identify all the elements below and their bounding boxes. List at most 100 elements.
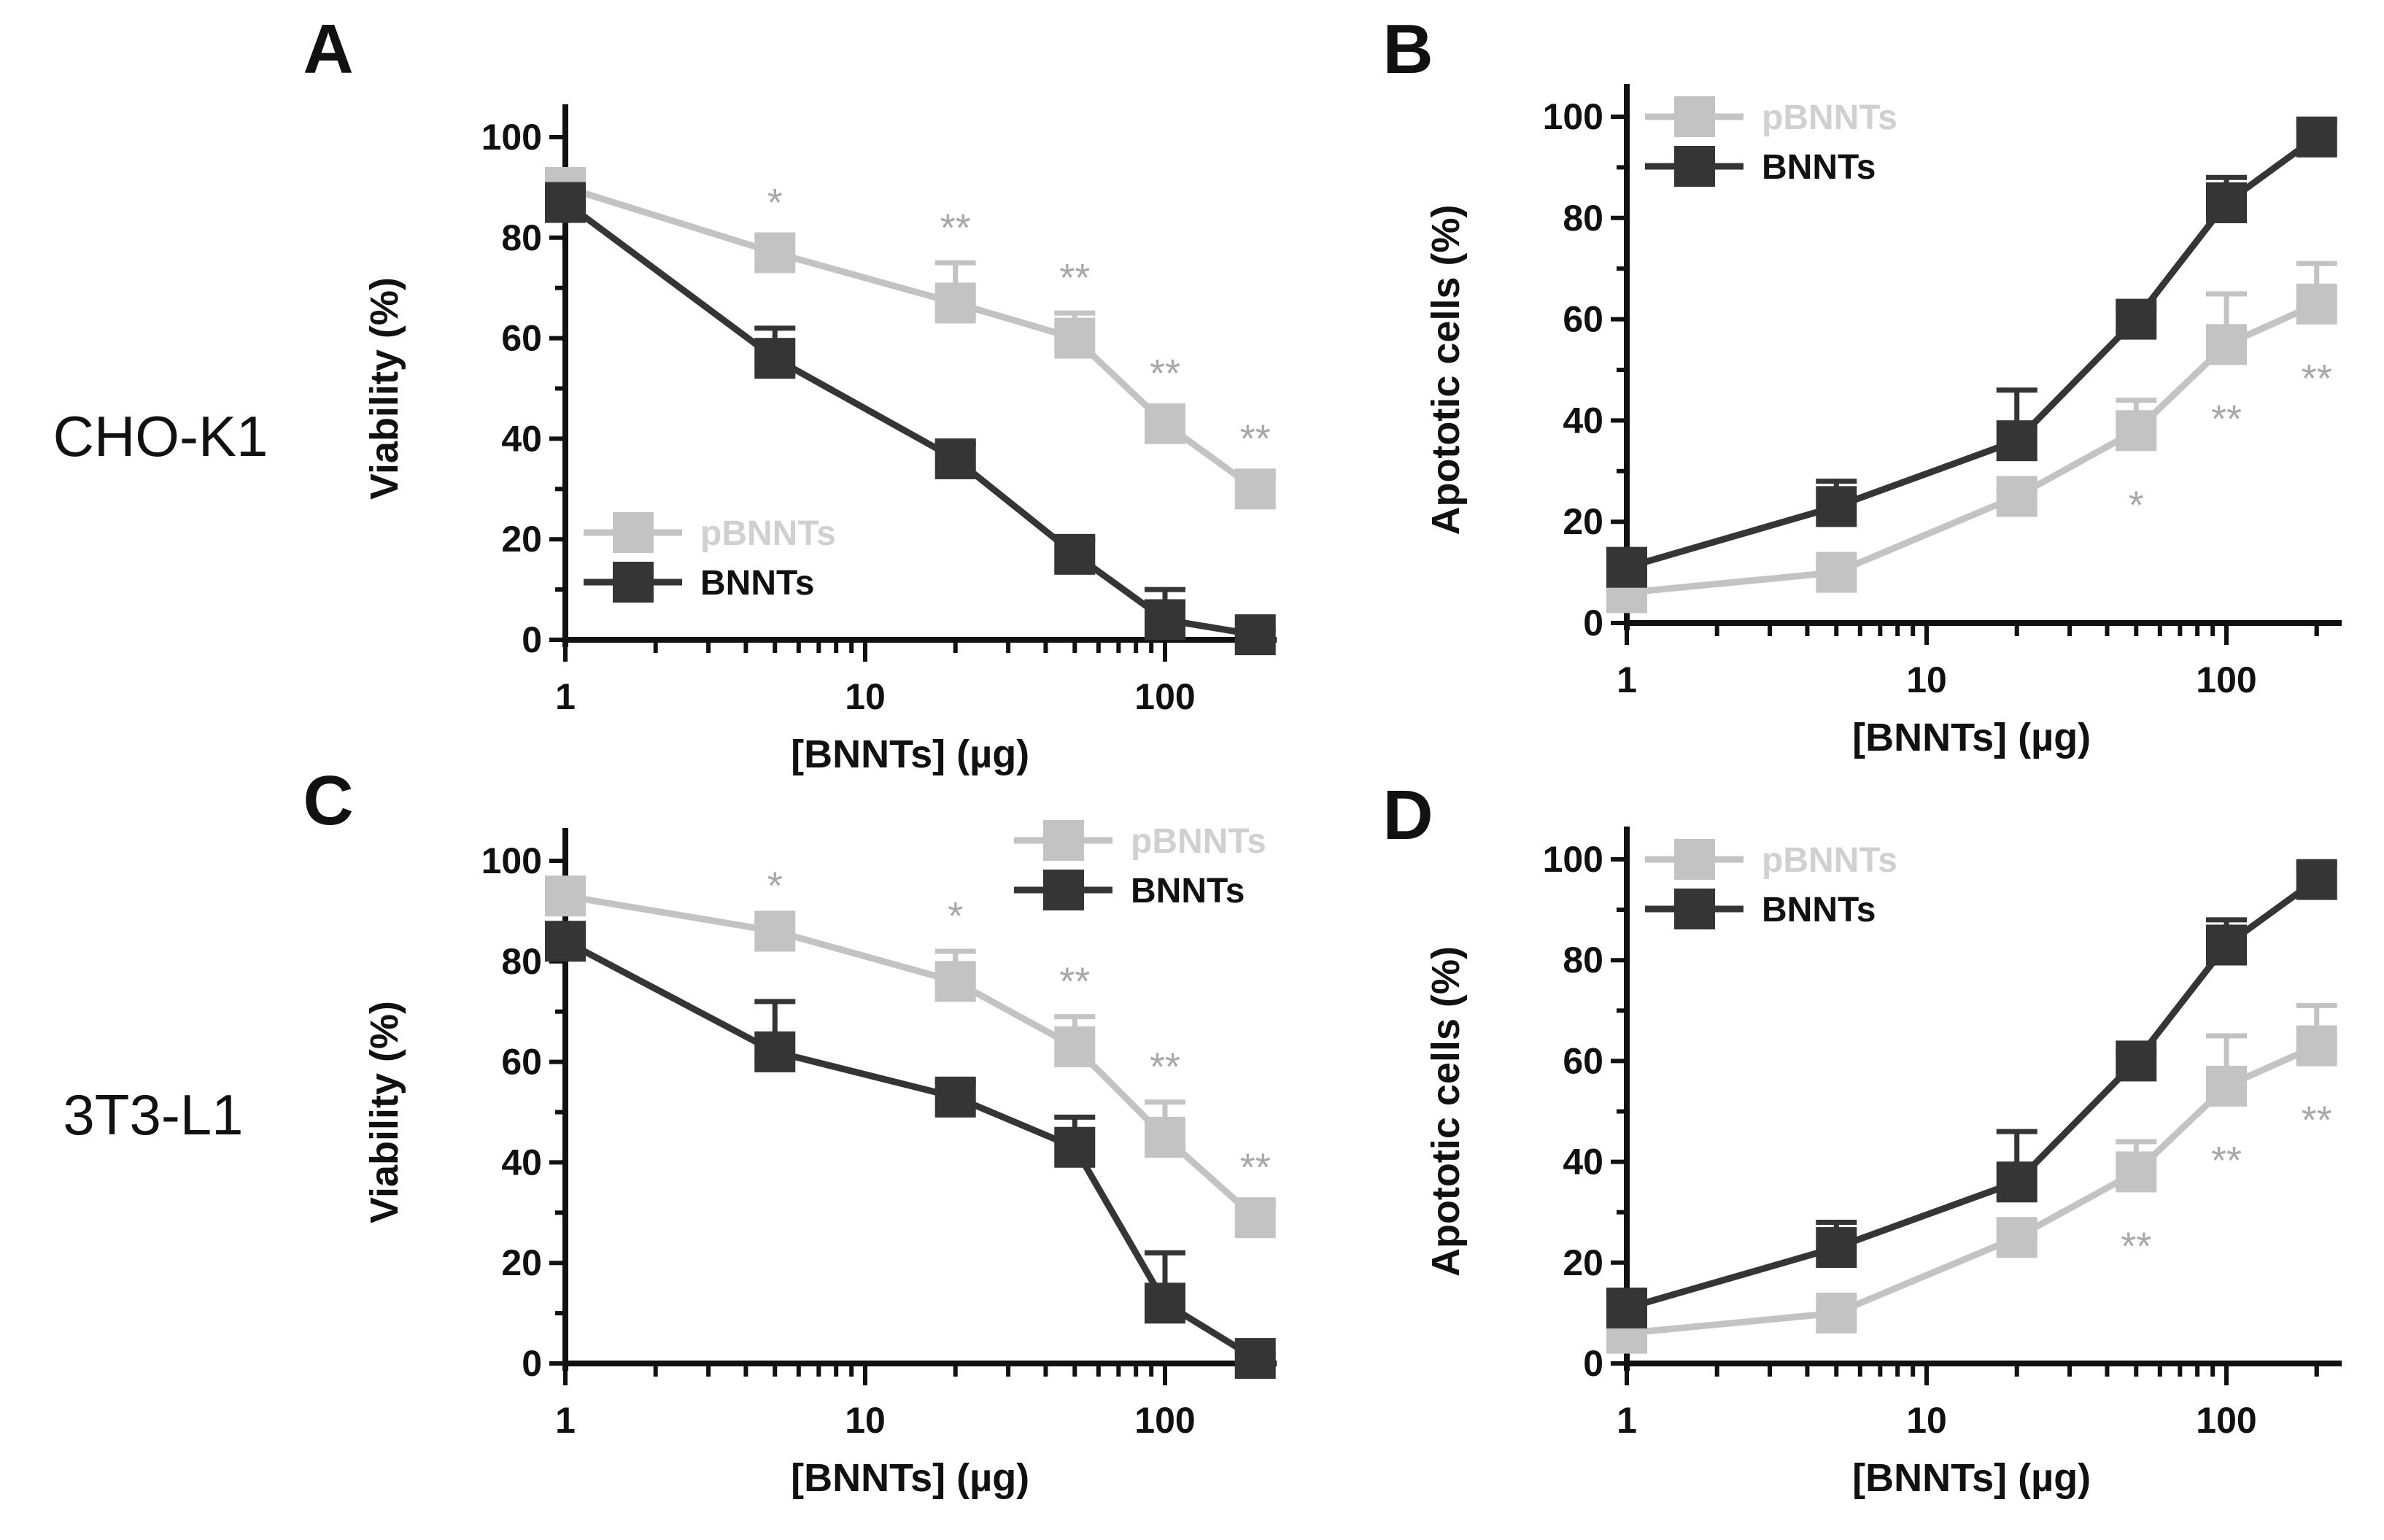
y-tick-label: 20 xyxy=(1563,1242,1603,1283)
y-tick-label: 100 xyxy=(1543,96,1603,137)
series-bnnts xyxy=(1606,116,2337,588)
data-point xyxy=(1996,1161,2037,1203)
x-tick-label: 10 xyxy=(845,1400,886,1441)
legend-marker xyxy=(1043,870,1084,910)
x-axis-label: [BNNTs] (µg) xyxy=(791,1456,1029,1500)
data-point xyxy=(1054,317,1096,359)
data-point xyxy=(2116,1040,2157,1082)
panel-letter: C xyxy=(303,762,353,840)
x-tick-label: 1 xyxy=(555,676,576,717)
data-point xyxy=(545,921,586,962)
legend-item-bnnts: BNNTs xyxy=(1014,870,1245,910)
y-tick-label: 0 xyxy=(522,619,542,660)
panel-c: C 0 20 40 60 80 100 1 10 100 [BNNTs] (µg) Viability… xyxy=(303,762,1277,1500)
legend-label: pBNNTs xyxy=(1762,98,1897,137)
data-point xyxy=(934,1076,976,1118)
significance-marker: ** xyxy=(1240,1146,1271,1190)
data-point xyxy=(2296,283,2337,325)
legend-item-bnnts: BNNTs xyxy=(1645,146,1876,187)
x-tick-label: 100 xyxy=(2196,1400,2256,1441)
y-tick-label: 80 xyxy=(1563,198,1603,239)
y-tick-label: 60 xyxy=(1563,299,1603,340)
series-pbnnts xyxy=(545,166,1276,510)
y-tick-label: 20 xyxy=(501,519,542,560)
significance-marker: ** xyxy=(2302,357,2332,401)
data-point xyxy=(1816,486,1857,527)
data-point xyxy=(1996,420,2037,462)
y-axis-label: Apototic cells (%) xyxy=(1424,204,1468,535)
data-point xyxy=(754,910,796,952)
data-point xyxy=(2296,1025,2337,1067)
x-axis-label: [BNNTs] (µg) xyxy=(1852,716,2091,759)
legend-label: pBNNTs xyxy=(700,514,836,553)
data-point xyxy=(2206,924,2247,966)
row-label-cho-k1: CHO-K1 xyxy=(53,404,268,468)
significance-marker: ** xyxy=(1059,960,1090,1004)
y-tick-label: 60 xyxy=(501,318,542,359)
legend-label: BNNTs xyxy=(1762,891,1876,929)
data-point xyxy=(2206,182,2247,223)
y-tick-label: 80 xyxy=(501,217,542,258)
legend-item-pbnnts: pBNNTs xyxy=(1645,96,1897,137)
data-point xyxy=(1145,1282,1185,1324)
y-tick-label: 60 xyxy=(501,1042,542,1083)
series-bnnts xyxy=(545,921,1276,1380)
data-point xyxy=(1054,533,1096,575)
significance-marker: * xyxy=(767,181,783,225)
panel-letter: A xyxy=(303,10,353,88)
legend-marker xyxy=(613,512,654,553)
y-tick-label: 0 xyxy=(1583,1343,1603,1384)
row-label-3t3-l1: 3T3-L1 xyxy=(63,1083,243,1147)
data-point xyxy=(545,182,586,223)
data-point xyxy=(2116,1151,2157,1193)
significance-marker: ** xyxy=(2121,1224,2151,1268)
data-point xyxy=(1234,468,1276,510)
data-point xyxy=(2206,1065,2247,1107)
x-axis-label: [BNNTs] (µg) xyxy=(1852,1456,2091,1500)
y-tick-label: 100 xyxy=(481,117,542,158)
legend-marker xyxy=(1674,889,1715,929)
y-tick-label: 80 xyxy=(501,941,542,982)
significance-marker: ** xyxy=(2211,1139,2242,1183)
data-point xyxy=(754,232,796,274)
legend-item-pbnnts: pBNNTs xyxy=(1014,820,1266,861)
legend-item-pbnnts: pBNNTs xyxy=(1645,839,1897,880)
panel-b: B 0 20 40 60 80 100 1 10 100 [BNNTs] (µg) Apototic … xyxy=(1382,10,2342,759)
significance-marker: ** xyxy=(1240,417,1271,461)
data-point xyxy=(1054,1026,1096,1067)
series-bnnts xyxy=(1606,859,2337,1328)
legend-label: BNNTs xyxy=(700,564,814,603)
x-tick-label: 10 xyxy=(1906,1400,1947,1441)
data-point xyxy=(1234,614,1276,656)
data-point xyxy=(2116,410,2157,452)
legend-label: BNNTs xyxy=(1131,872,1245,910)
data-point xyxy=(1145,1116,1185,1158)
data-point xyxy=(1996,1217,2037,1258)
legend-label: pBNNTs xyxy=(1762,841,1897,880)
significance-marker: * xyxy=(2129,483,2144,527)
panel-letter: D xyxy=(1382,776,1433,854)
legend: pBNNTs BNNTs xyxy=(584,512,836,603)
data-point xyxy=(1996,476,2037,517)
legend-item-bnnts: BNNTs xyxy=(584,562,814,603)
y-tick-label: 20 xyxy=(1563,501,1603,542)
data-point xyxy=(1816,552,1857,593)
x-tick-label: 10 xyxy=(1906,659,1947,700)
legend-label: pBNNTs xyxy=(1131,822,1266,861)
y-tick-label: 60 xyxy=(1563,1040,1603,1081)
legend: pBNNTs BNNTs xyxy=(1014,820,1266,910)
data-point xyxy=(2296,116,2337,158)
y-tick-label: 40 xyxy=(1563,400,1603,441)
data-point xyxy=(1606,1287,1647,1328)
data-point xyxy=(934,438,976,479)
data-point xyxy=(1234,1338,1276,1380)
panel-letter: B xyxy=(1382,10,1433,88)
significance-marker: * xyxy=(948,894,963,938)
data-point xyxy=(934,282,976,324)
data-point xyxy=(1816,1227,1857,1269)
significance-marker: ** xyxy=(1059,256,1090,300)
data-point xyxy=(1145,403,1185,444)
legend-marker xyxy=(1674,146,1715,187)
x-axis-label: [BNNTs] (µg) xyxy=(791,732,1029,776)
